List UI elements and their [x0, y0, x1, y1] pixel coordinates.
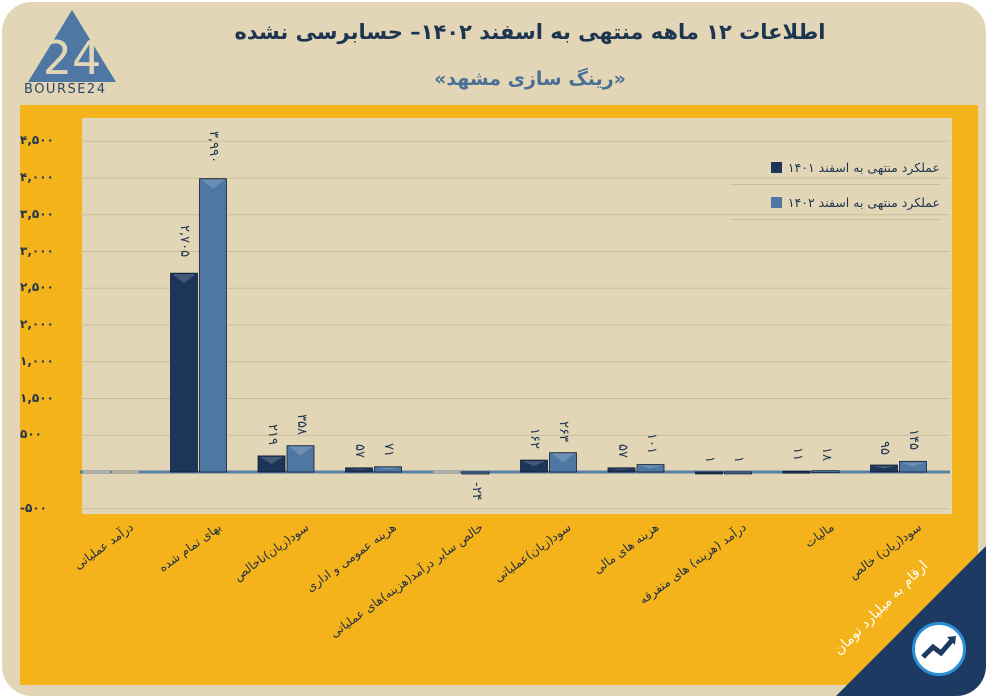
bar-value-label: ۳,۹۹۰ [206, 130, 221, 163]
bar-1401 [870, 464, 898, 473]
bar-1401 [520, 459, 548, 473]
bar-1401 [782, 470, 811, 474]
y-tick-label: ۳,۵۰۰ [20, 206, 54, 221]
chart-title: اطلاعات ۱۲ ماهه منتهی به اسفند ۱۴۰۲– حسا… [234, 20, 826, 44]
svg-text:24: 24 [43, 31, 102, 85]
bar-value-label: ۳۵۸ [293, 413, 309, 435]
y-tick-label: ۵۰۰ [20, 427, 42, 442]
y-tick-label: ۲,۵۰۰ [20, 280, 54, 295]
y-tick-label: -۵۰۰ [20, 500, 47, 515]
bar-bevel [376, 467, 400, 470]
bar-value-label: -۲۴ [468, 482, 484, 501]
chart-subtitle: «رینگ سازی مشهد» [434, 68, 626, 90]
bar-value-label: ۲,۷۰۵ [177, 225, 192, 258]
bar-1401 [257, 455, 286, 473]
bar-1402 [461, 471, 490, 475]
bar-value-label: ۵۷ [614, 443, 630, 458]
trend-logo-icon [912, 622, 966, 676]
bar-bevel [610, 468, 633, 470]
legend: عملکرد منتهی به اسفند ۱۴۰۱ عملکرد منتهی … [730, 150, 940, 220]
y-tick-label: ۳,۰۰۰ [20, 243, 54, 258]
bar-value-label: ۱۱ [789, 447, 805, 462]
bar-1402 [724, 471, 752, 475]
bar-value-label: ۹۵ [877, 441, 892, 455]
bourse24-logo: 24 [28, 10, 116, 85]
bar-1402 [899, 460, 927, 473]
bar-1402 [549, 452, 577, 473]
bar-1402 [374, 466, 402, 473]
legend-swatch-1402 [770, 196, 782, 208]
bar-1401 [345, 467, 373, 473]
bar-1401 [170, 272, 198, 473]
bar-1401 [695, 471, 723, 475]
legend-swatch-1401 [770, 161, 782, 173]
bar-bevel [522, 461, 546, 467]
bar-1402 [811, 470, 840, 474]
bar-bevel [172, 274, 196, 284]
bar-1402 [286, 445, 315, 473]
bar-bevel [639, 465, 662, 469]
bar-empty [112, 471, 139, 473]
bar-1402 [636, 464, 665, 473]
bar-value-label: ۱۰۱ [643, 432, 659, 454]
bar-bevel [260, 456, 283, 464]
bar-value-label: ۱۴۵ [906, 429, 921, 451]
bar-value-label: ۱۶۲ [527, 428, 542, 450]
legend-item-1401: عملکرد منتهی به اسفند ۱۴۰۱ [730, 150, 940, 185]
bar-bevel [347, 468, 371, 470]
y-tick-label: ۴,۰۰۰ [20, 170, 54, 184]
legend-item-1402: عملکرد منتهی به اسفند ۱۴۰۲ [730, 185, 940, 220]
bar-bevel [289, 446, 312, 456]
bar-empty [433, 471, 460, 473]
bar-bevel [901, 462, 925, 467]
corner-triangle [836, 546, 986, 696]
bar-value-label: ۱ [731, 455, 746, 463]
bar-value-label: ۵۷ [352, 443, 367, 458]
bar-1402 [199, 178, 227, 473]
bar-bevel [551, 453, 575, 463]
y-tick-label: ۱,۰۰۰ [20, 353, 54, 368]
bar-empty [83, 471, 110, 473]
y-tick-label: ۱,۵۰۰ [20, 390, 54, 405]
bar-value-label: ۱ [702, 455, 717, 463]
y-tick-label: ۲,۰۰۰ [20, 317, 54, 331]
bar-value-label: ۱۸ [818, 446, 834, 461]
bar-1401 [607, 467, 636, 473]
bar-value-label: ۲۱۹ [264, 423, 280, 445]
logo-text: BOURSE24 [24, 82, 107, 97]
bar-bevel [201, 179, 225, 189]
bar-bevel [872, 466, 896, 469]
y-tick-label: ۴,۵۰۰ [20, 133, 54, 148]
legend-label-1402: عملکرد منتهی به اسفند ۱۴۰۲ [787, 194, 940, 210]
bar-value-label: ۲۶۳ [556, 420, 571, 442]
legend-label-1401: عملکرد منتهی به اسفند ۱۴۰۱ [787, 159, 940, 175]
bar-value-label: ۷۱ [381, 442, 396, 457]
